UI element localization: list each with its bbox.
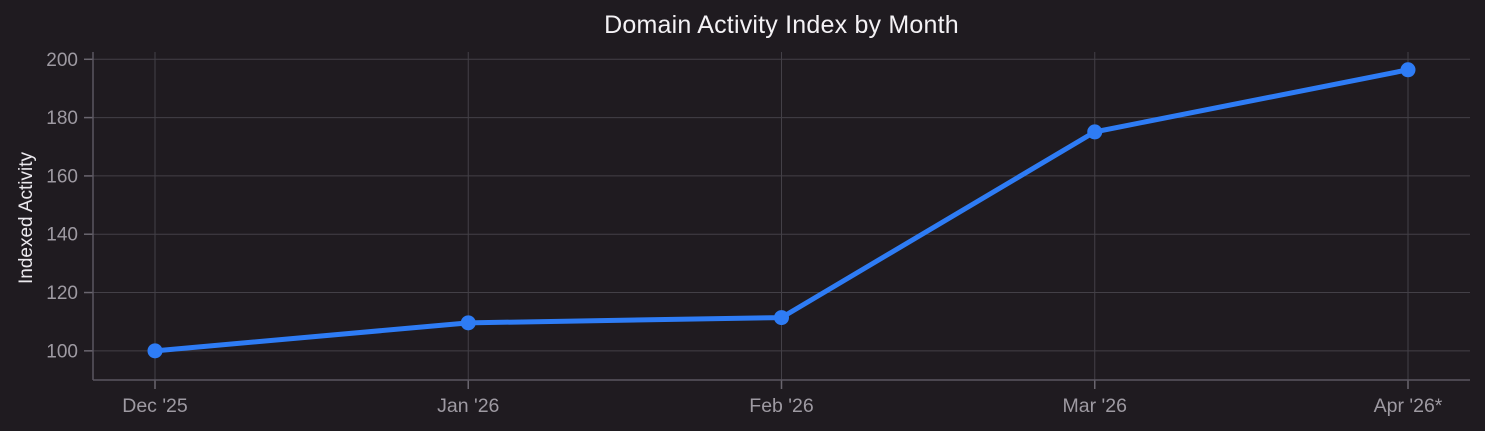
y-tick-label: 120	[46, 283, 78, 304]
data-point-5[interactable]	[1400, 62, 1416, 78]
x-tick-label: Mar '26	[1063, 395, 1127, 417]
chart-title: Domain Activity Index by Month	[604, 11, 959, 39]
x-tick-label: Feb '26	[749, 395, 813, 417]
y-axis-label: Indexed Activity	[16, 151, 37, 285]
data-point-2[interactable]	[460, 315, 476, 331]
y-tick-label: 140	[46, 225, 78, 246]
x-tick-label: Apr '26*	[1374, 395, 1443, 417]
y-tick-label: 100	[46, 341, 78, 362]
data-point-3[interactable]	[774, 310, 789, 326]
data-point-1[interactable]	[147, 343, 163, 359]
data-point-4[interactable]	[1087, 124, 1103, 140]
y-tick-label: 200	[46, 50, 78, 71]
y-tick-label: 180	[46, 108, 78, 129]
x-tick-label: Jan '26	[437, 395, 499, 417]
y-tick-label: 160	[46, 166, 78, 187]
x-tick-label: Dec '25	[122, 395, 188, 417]
